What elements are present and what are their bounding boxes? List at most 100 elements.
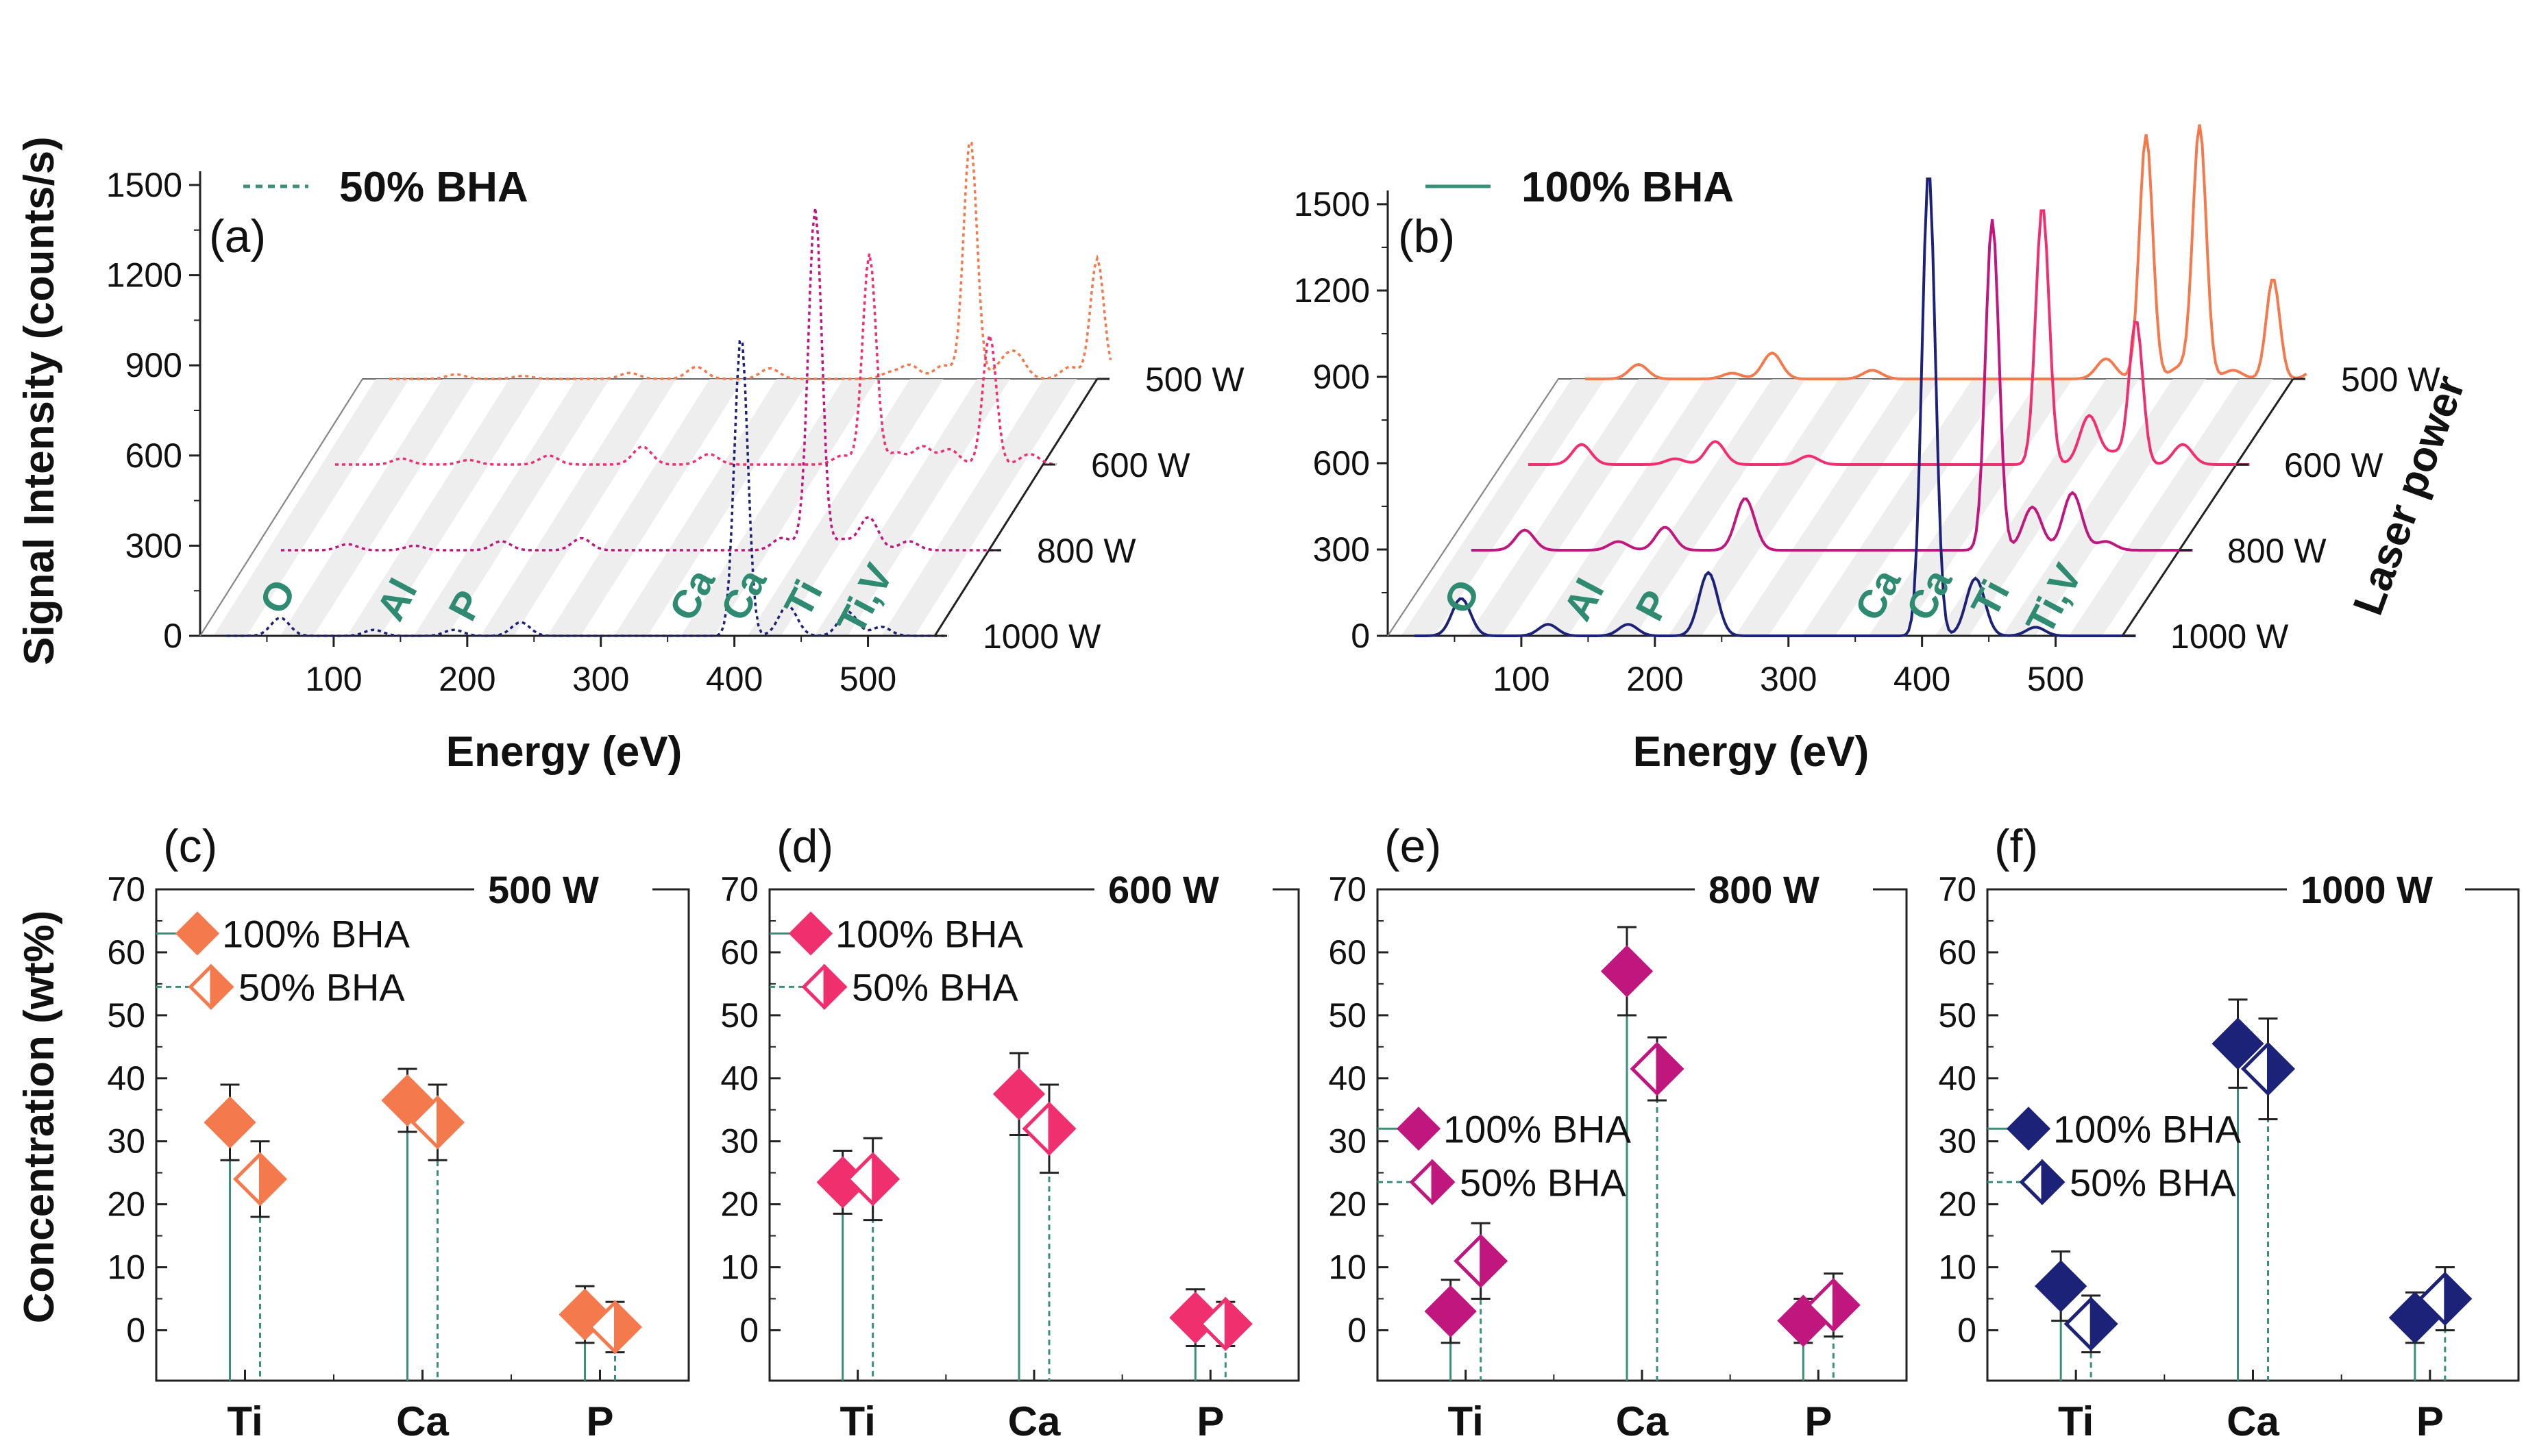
z-tick-label: 800 W — [1037, 532, 1136, 570]
power-label: 800 W — [1708, 868, 1819, 911]
z-tick-label: 600 W — [2284, 446, 2383, 484]
category-label: Ti — [1448, 1398, 1484, 1444]
marker-50pct-fill — [2089, 1296, 2118, 1351]
y-tick-label: 10 — [1938, 1248, 1976, 1287]
y-tick-label: 40 — [107, 1059, 145, 1098]
marker-50pct-fill — [1224, 1296, 1252, 1351]
power-label-bg — [1094, 862, 1273, 910]
floor-stripe — [213, 379, 410, 636]
y-tick-label: 0 — [739, 1311, 759, 1349]
legend-label-100: 100% BHA — [835, 912, 1024, 955]
spectrum-line-800W — [281, 208, 1003, 552]
floor-stripe — [547, 379, 744, 636]
floor-stripe — [480, 379, 677, 636]
floor-stripe — [614, 379, 810, 636]
y-tick-label: 600 — [1313, 444, 1370, 482]
z-axis-line — [2121, 378, 2294, 637]
category-label: P — [2416, 1398, 2444, 1444]
floor-stripe — [1534, 379, 1739, 636]
legend-marker-50pct-fill — [823, 963, 847, 1010]
y-tick-label: 20 — [720, 1185, 759, 1224]
y-tick-label: 900 — [1313, 358, 1370, 396]
floor-stripe — [347, 379, 543, 636]
floor-stripe — [1467, 379, 1672, 636]
marker-50pct-fill — [1656, 1041, 1684, 1096]
y-tick-label: 50 — [1328, 996, 1366, 1035]
y-tick-label: 60 — [107, 933, 145, 972]
category-label: P — [1197, 1398, 1224, 1444]
z-tick-label: 1000 W — [983, 617, 1101, 656]
y-tick-label: 40 — [1938, 1059, 1976, 1098]
legend-marker-100pct — [1396, 1107, 1441, 1151]
category-label: P — [586, 1398, 613, 1444]
energy-xlabel-b: Energy (eV) — [1633, 728, 1870, 776]
category-label: Ca — [396, 1398, 449, 1444]
floor-stripe — [681, 379, 877, 636]
legend-label: 100% BHA — [1521, 164, 1734, 211]
y-tick-label: 30 — [720, 1122, 759, 1161]
concentration-panel-f: 1000 W (f) 0 10 20 30 40 50 60 70 Ti Ca P 100% BHA 50%… — [1938, 820, 2520, 1444]
y-tick-label: 0 — [126, 1311, 145, 1349]
legend-label-50: 50% BHA — [1460, 1161, 1626, 1204]
y-tick-label: 50 — [1938, 996, 1976, 1035]
y-tick-label: 30 — [1938, 1122, 1976, 1161]
y-tick-label: 0 — [1957, 1311, 1976, 1349]
z-tick-label: 1000 W — [2170, 617, 2289, 656]
power-label: 500 W — [488, 868, 599, 911]
y-tick-label: 1200 — [106, 256, 182, 295]
category-label: Ca — [1008, 1398, 1061, 1444]
spectrum-line-500W — [1585, 124, 2307, 380]
legend-marker-100pct — [175, 911, 220, 956]
floor-stripe — [1802, 379, 2006, 636]
category-label: Ca — [1616, 1398, 1669, 1444]
floor-stripe — [280, 379, 476, 636]
y-tick-label: 20 — [107, 1185, 145, 1224]
marker-50pct-fill — [1480, 1233, 1507, 1288]
y-tick-label: 50 — [720, 996, 759, 1035]
floor-stripe — [1735, 379, 1939, 636]
z-tick-label: 500 W — [1145, 360, 1245, 399]
y-tick-label: 10 — [107, 1248, 145, 1287]
legend-label-100: 100% BHA — [2053, 1107, 2242, 1150]
floor-stripe — [413, 379, 610, 636]
marker-100pct — [992, 1068, 1046, 1120]
category-label: Ca — [2227, 1398, 2279, 1444]
x-tick-label: 300 — [1760, 660, 1817, 698]
floor-left-edge — [1387, 378, 1559, 637]
legend-marker-50pct-fill — [2041, 1159, 2065, 1205]
power-label: 600 W — [1108, 868, 1219, 911]
floor-stripe — [1935, 379, 2140, 636]
spectrum-line-600W — [1528, 209, 2250, 466]
y-tick-label: 1500 — [1294, 185, 1370, 223]
floor-stripe — [814, 379, 1011, 636]
legend-marker-50pct-fill — [210, 963, 234, 1010]
y-tick-label: 1200 — [1294, 271, 1370, 310]
spectrum-panel-b: 0 300 600 900 1200 1500 100 200 300 400 500 500 W 60… — [1294, 124, 2440, 698]
y-tick-label: 50 — [107, 996, 145, 1035]
floor-stripe — [1668, 379, 1873, 636]
panel-label: (d) — [776, 820, 833, 872]
y-tick-label: 600 — [125, 436, 182, 475]
spectrum-line-1000W — [1414, 177, 2136, 637]
y-tick-label: 0 — [1347, 1311, 1366, 1349]
legend-marker-100pct — [788, 911, 833, 956]
y-tick-label: 1500 — [106, 166, 182, 204]
marker-100pct — [1424, 1285, 1477, 1338]
floor-stripe — [748, 379, 944, 636]
marker-50pct-fill — [872, 1152, 899, 1207]
category-label: Ti — [840, 1398, 876, 1444]
marker-50pct-fill — [614, 1300, 641, 1355]
y-tick-label: 40 — [720, 1059, 759, 1098]
spectrum-line-800W — [1471, 219, 2193, 552]
z-tick-label: 500 W — [2341, 360, 2440, 399]
power-label-bg — [474, 862, 652, 910]
x-tick-label: 500 — [839, 660, 896, 698]
concentration-ylabel: Concentration (wt%) — [16, 911, 63, 1324]
legend-marker-100pct — [2006, 1107, 2051, 1151]
marker-100pct — [1600, 945, 1654, 998]
y-tick-label: 70 — [1328, 870, 1366, 909]
y-tick-label: 70 — [1938, 870, 1976, 909]
panel-label: (b) — [1398, 210, 1455, 262]
concentration-panel-d: 600 W (d) 0 10 20 30 40 50 60 70 Ti Ca P 100% BHA 50% … — [720, 820, 1300, 1444]
floor-stripe — [2069, 379, 2273, 636]
